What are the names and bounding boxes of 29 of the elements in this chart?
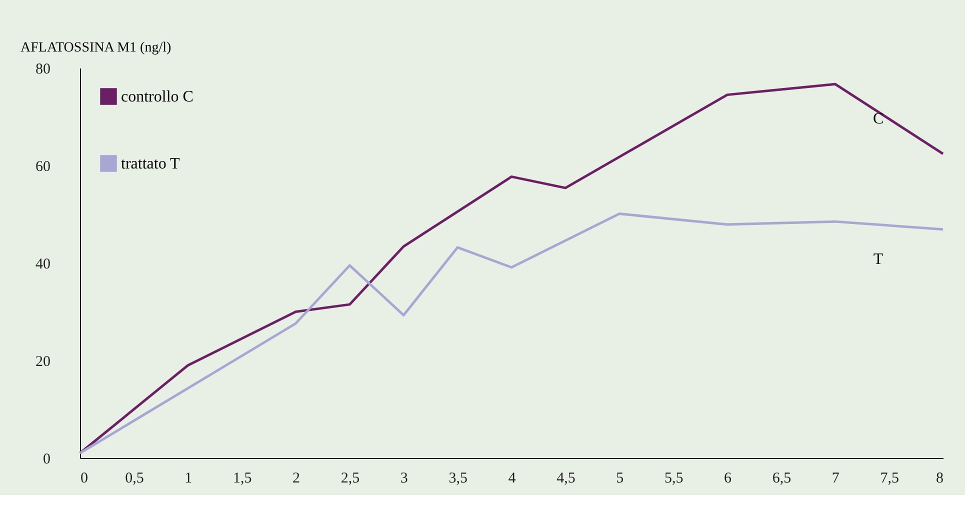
legend-label: controllo C bbox=[121, 88, 194, 106]
x-tick-label: 2 bbox=[292, 470, 300, 486]
y-tick-label: 60 bbox=[36, 159, 50, 175]
x-tick-label: 2,5 bbox=[340, 470, 360, 486]
x-tick-label: 5 bbox=[616, 470, 624, 486]
x-tick-label: 6 bbox=[724, 470, 732, 486]
y-axis-title: AFLATOSSINA M1 (ng/l) bbox=[20, 40, 172, 56]
x-tick-label: 3,5 bbox=[448, 470, 468, 486]
x-tick-label: 4,5 bbox=[556, 470, 576, 486]
legend-label: trattato T bbox=[121, 156, 180, 172]
line-series bbox=[78, 212, 944, 454]
x-tick-label: 7,5 bbox=[880, 470, 899, 486]
x-tick-label: 4 bbox=[508, 470, 516, 486]
x-tick-label: 1 bbox=[184, 470, 192, 486]
y-tick-label: 80 bbox=[36, 62, 50, 78]
x-tick-label: 1,5 bbox=[232, 470, 252, 486]
x-tick-label: 0 bbox=[80, 470, 88, 486]
y-tick-label: 0 bbox=[43, 452, 50, 468]
annotation: C bbox=[872, 110, 884, 128]
x-tick-label: 8 bbox=[936, 470, 944, 486]
y-tick-label: 20 bbox=[36, 354, 50, 370]
x-tick-label: 0,5 bbox=[125, 470, 144, 486]
x-tick-label: 7 bbox=[832, 470, 840, 486]
x-tick-label: 3 bbox=[400, 470, 408, 486]
y-tick-label: 40 bbox=[36, 256, 50, 272]
x-tick-label: 5,5 bbox=[664, 470, 684, 486]
x-tick-label: 6,5 bbox=[772, 470, 792, 486]
line-series bbox=[78, 82, 944, 454]
annotation: T bbox=[873, 251, 884, 268]
